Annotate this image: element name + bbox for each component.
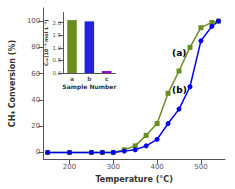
svg-text:60: 60 [31,70,40,78]
svg-text:20: 20 [31,122,40,130]
svg-text:Cₕₖ(10⁻³ mol L⁻¹): Cₕₖ(10⁻³ mol L⁻¹) [43,19,49,66]
svg-text:400: 400 [150,163,163,171]
svg-text:80: 80 [31,43,40,51]
svg-text:a: a [70,75,74,82]
svg-text:40: 40 [31,96,40,104]
svg-text:c: c [105,75,109,82]
svg-text:200: 200 [63,163,76,171]
svg-text:(a): (a) [172,48,186,58]
svg-text:0.0: 0.0 [53,70,62,76]
svg-text:Sample Number: Sample Number [62,83,116,91]
svg-text:300: 300 [107,163,120,171]
svg-text:1.5: 1.5 [53,32,62,38]
svg-text:2.0: 2.0 [53,20,62,26]
svg-text:CH₄ Conversion (%): CH₄ Conversion (%) [8,40,17,127]
svg-text:1.0: 1.0 [53,45,62,51]
svg-text:0: 0 [36,148,40,156]
svg-text:0.5: 0.5 [53,57,62,63]
svg-text:(b): (b) [172,85,187,95]
svg-text:b: b [87,75,92,82]
svg-text:500: 500 [194,163,207,171]
svg-text:Temperature (°C): Temperature (°C) [95,175,173,184]
svg-text:100: 100 [27,17,40,25]
